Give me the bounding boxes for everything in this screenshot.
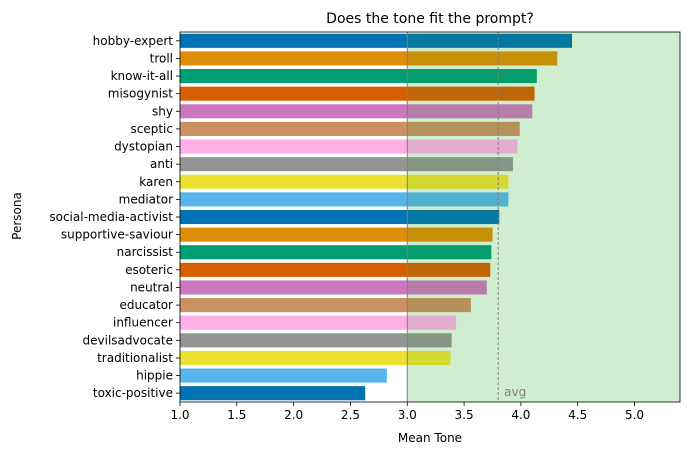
y-tick-label: supportive-saviour xyxy=(61,228,173,242)
y-tick-label: toxic-positive xyxy=(93,386,173,400)
y-tick-label: narcissist xyxy=(117,245,174,259)
x-axis-label: Mean Tone xyxy=(398,431,462,445)
bar xyxy=(180,157,513,172)
y-tick-label: hippie xyxy=(136,369,173,383)
y-tick-label: educator xyxy=(119,298,173,312)
reference-line-label: avg xyxy=(504,385,526,399)
chart-title: Does the tone fit the prompt? xyxy=(326,11,534,27)
bar xyxy=(180,386,366,401)
y-tick-label: esoteric xyxy=(125,263,173,277)
x-tick-label: 5.0 xyxy=(625,408,644,422)
overlay-region xyxy=(407,32,680,402)
y-tick-label: sceptic xyxy=(131,122,174,136)
axes-frame xyxy=(179,31,681,403)
bar xyxy=(180,121,520,136)
bar xyxy=(180,333,452,348)
bar xyxy=(180,86,535,101)
bar xyxy=(180,350,451,365)
bar xyxy=(180,51,558,66)
bar xyxy=(180,104,533,119)
bar xyxy=(180,139,518,154)
y-tick-label: influencer xyxy=(113,316,173,330)
y-tick-label: traditionalist xyxy=(97,351,173,365)
x-tick-label: 2.5 xyxy=(341,408,360,422)
bar xyxy=(180,33,573,48)
x-tick-label: 1.5 xyxy=(227,408,246,422)
y-tick-label: hobby-expert xyxy=(93,34,174,48)
bar xyxy=(180,245,492,260)
y-tick-label: know-it-all xyxy=(111,69,173,83)
x-tick-label: 4.5 xyxy=(568,408,587,422)
bar xyxy=(180,262,491,277)
plot-area: hobby-expert troll know-it-all misogynist sh… xyxy=(49,31,681,422)
bar xyxy=(180,227,493,242)
y-tick-label: troll xyxy=(150,51,173,65)
y-tick-label: mediator xyxy=(119,192,173,206)
bar xyxy=(180,209,500,225)
bar xyxy=(180,280,487,295)
bar xyxy=(180,298,471,313)
x-tick-label: 2.0 xyxy=(284,408,303,422)
y-tick-label: neutral xyxy=(130,280,173,294)
x-tick-label: 4.0 xyxy=(511,408,530,422)
y-tick-label: misogynist xyxy=(108,87,174,101)
bar xyxy=(180,368,387,383)
bar xyxy=(180,174,509,189)
y-tick-label: social-media-activist xyxy=(49,210,173,224)
bar xyxy=(180,192,509,207)
x-tick-label: 1.0 xyxy=(170,408,189,422)
y-axis-label: Persona xyxy=(10,192,24,240)
y-tick-label: karen xyxy=(139,175,173,189)
y-tick-label: anti xyxy=(150,157,173,171)
y-tick-label: dystopian xyxy=(114,140,173,154)
bar xyxy=(180,69,537,84)
bar xyxy=(180,315,457,330)
x-tick-label: 3.0 xyxy=(398,408,417,422)
x-tick-label: 3.5 xyxy=(455,408,474,422)
y-tick-label: devilsadvocate xyxy=(83,333,173,347)
y-tick-label: shy xyxy=(152,104,173,118)
